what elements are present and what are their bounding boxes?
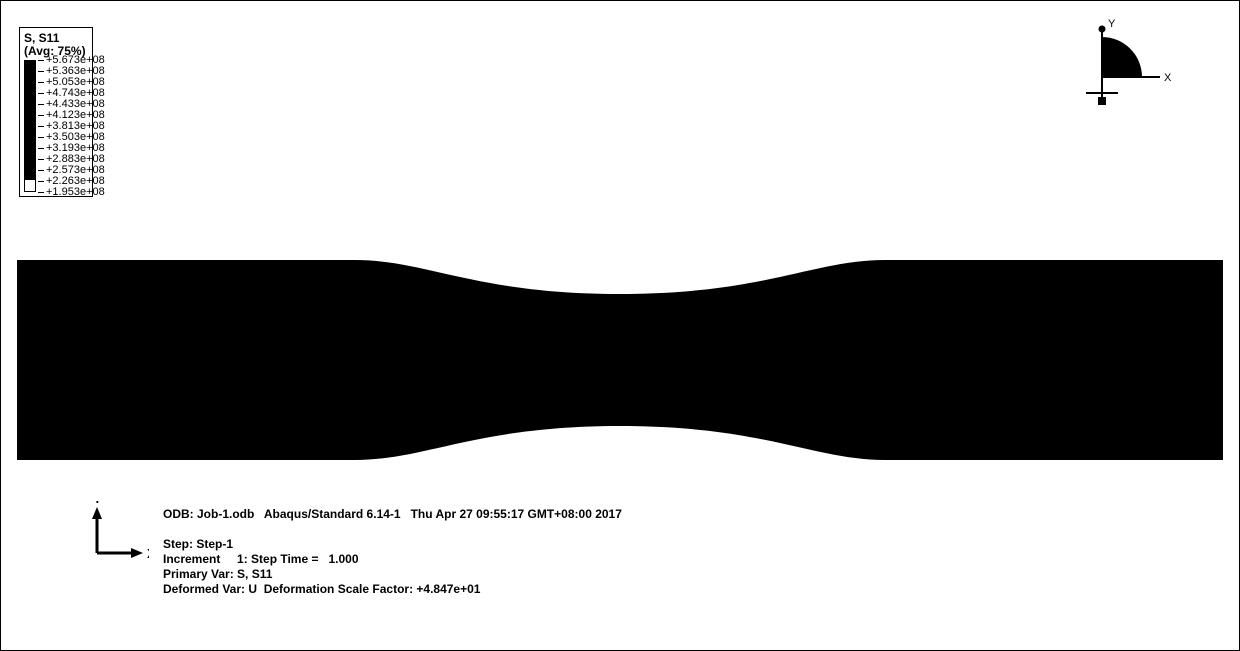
legend-tick-label: +1.953e+08 <box>46 187 105 198</box>
status-increment: Increment 1: Step Time = 1.000 <box>163 552 359 566</box>
legend-color-bar <box>24 60 36 192</box>
status-block: ODB: Job-1.odb Abaqus/Standard 6.14-1 Th… <box>163 507 622 597</box>
svg-text:X: X <box>147 546 149 561</box>
legend-body: +5.673e+08+5.363e+08+5.053e+08+4.743e+08… <box>24 60 86 192</box>
specimen-contour-plot <box>17 260 1223 460</box>
legend-segment <box>25 116 35 127</box>
status-odb: ODB: Job-1.odb Abaqus/Standard 6.14-1 Th… <box>163 507 622 521</box>
status-step: Step: Step-1 <box>163 537 233 551</box>
legend-segment <box>25 170 35 181</box>
status-deformed-var: Deformed Var: U Deformation Scale Factor… <box>163 582 480 596</box>
contour-legend: S, S11 (Avg: 75%) +5.673e+08+5.363e+08+5… <box>19 27 93 197</box>
legend-segment <box>25 72 35 83</box>
orientation-triad: YX <box>79 501 149 571</box>
legend-segment <box>25 148 35 159</box>
legend-tick: +1.953e+08 <box>38 187 105 198</box>
view-triad-top-right: YX <box>1084 19 1194 119</box>
legend-segment <box>25 105 35 116</box>
legend-segment <box>25 83 35 94</box>
legend-segment <box>25 126 35 137</box>
svg-text:Y: Y <box>93 501 102 506</box>
svg-text:Y: Y <box>1108 19 1116 30</box>
status-primary-var: Primary Var: S, S11 <box>163 567 272 581</box>
specimen-silhouette <box>17 260 1223 460</box>
legend-segment <box>25 61 35 72</box>
legend-segment <box>25 137 35 148</box>
legend-segment <box>25 180 35 191</box>
legend-title-line1: S, S11 <box>24 31 59 45</box>
svg-text:X: X <box>1164 72 1172 84</box>
legend-segment <box>25 159 35 170</box>
legend-segment <box>25 94 35 105</box>
